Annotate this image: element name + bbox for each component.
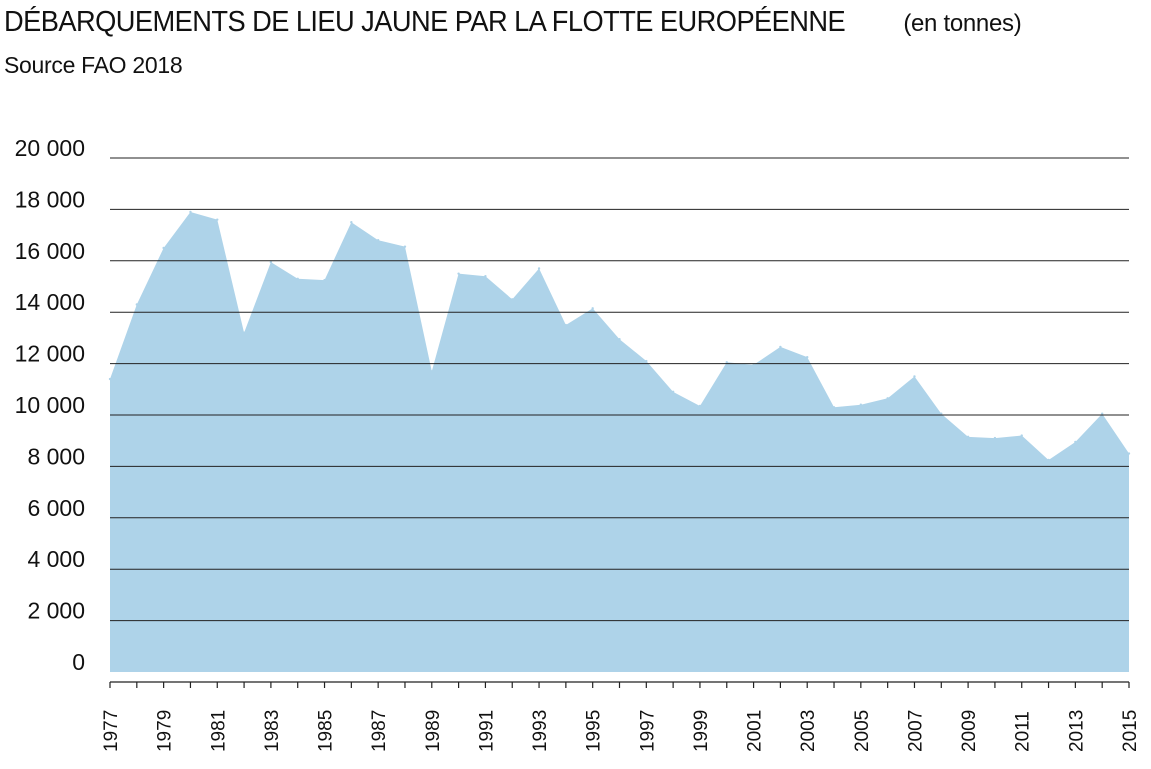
x-tick-label-1991: 1991 xyxy=(476,710,497,752)
x-tick-label-1999: 1999 xyxy=(691,710,712,752)
data-point-1983 xyxy=(269,260,273,264)
data-point-1987 xyxy=(376,239,380,242)
data-point-2007 xyxy=(913,375,916,378)
data-point-1997 xyxy=(645,359,648,363)
data-point-2011 xyxy=(1020,434,1023,437)
x-tick-label-1997: 1997 xyxy=(637,710,658,752)
y-tick-label-12000: 12 000 xyxy=(15,341,85,367)
data-point-1980 xyxy=(189,210,192,214)
data-point-1986 xyxy=(350,221,353,224)
chart-source: Source FAO 2018 xyxy=(4,52,183,78)
data-point-2000 xyxy=(725,361,728,364)
x-axis: 1977 1979 1981 1983 1985 1987 1989 1991 1993 1995… xyxy=(101,681,1141,752)
area-layer xyxy=(108,210,1131,672)
y-tick-label-0: 0 xyxy=(72,649,85,675)
x-tick-label-2003: 2003 xyxy=(798,710,819,752)
x-tick-label-2011: 2011 xyxy=(1013,711,1034,752)
x-tick-label-2007: 2007 xyxy=(905,710,926,752)
data-point-2001 xyxy=(752,363,755,367)
data-point-2014 xyxy=(1100,412,1104,415)
x-tick-label-2013: 2013 xyxy=(1066,710,1087,752)
x-tick-label-1987: 1987 xyxy=(369,710,390,752)
data-point-1990 xyxy=(457,272,460,275)
data-point-2002 xyxy=(779,345,782,349)
chart-title-unit: (en tonnes) xyxy=(903,10,1022,37)
x-tick-label-1983: 1983 xyxy=(262,710,283,752)
chart-title: DÉBARQUEMENTS DE LIEU JAUNE PAR LA FLOTT… xyxy=(4,6,1022,39)
chart-title-main: DÉBARQUEMENTS DE LIEU JAUNE PAR LA FLOTT… xyxy=(4,6,846,38)
data-point-2015 xyxy=(1127,452,1131,455)
data-point-2003 xyxy=(806,355,809,359)
x-tick-label-1979: 1979 xyxy=(155,710,176,752)
data-point-2010 xyxy=(993,436,997,440)
x-tick-label-1981: 1981 xyxy=(208,710,229,752)
x-tick-label-1993: 1993 xyxy=(530,710,551,752)
x-tick-label-1995: 1995 xyxy=(584,710,605,752)
data-point-1982 xyxy=(242,331,246,334)
data-point-1998 xyxy=(671,390,675,394)
x-tick-label-2005: 2005 xyxy=(852,710,873,752)
data-point-2013 xyxy=(1074,440,1077,444)
x-tick-label-2001: 2001 xyxy=(745,710,766,752)
y-tick-label-4000: 4 000 xyxy=(27,546,85,572)
y-tick-label-20000: 20 000 xyxy=(15,135,85,161)
y-tick-label-8000: 8 000 xyxy=(27,443,85,469)
x-tick-label-1985: 1985 xyxy=(316,710,337,752)
data-point-1978 xyxy=(135,303,139,306)
y-tick-label-18000: 18 000 xyxy=(15,186,85,212)
y-tick-label-16000: 16 000 xyxy=(15,238,85,264)
data-point-2009 xyxy=(966,435,970,439)
data-point-2012 xyxy=(1047,458,1050,462)
x-tick-label-2009: 2009 xyxy=(959,710,980,752)
x-tick-label-2015: 2015 xyxy=(1120,710,1141,752)
data-point-2008 xyxy=(940,412,943,415)
data-point-1977 xyxy=(108,377,112,381)
data-point-1996 xyxy=(618,337,621,341)
data-point-1989 xyxy=(430,370,433,373)
y-tick-label-6000: 6 000 xyxy=(27,495,85,521)
data-point-1994 xyxy=(564,323,568,327)
y-axis-tick-labels: 0 2 000 4 000 6 000 8 000 10 000 12 000 14 000 1… xyxy=(15,135,85,675)
data-point-2004 xyxy=(832,406,836,409)
data-point-1992 xyxy=(511,298,514,301)
series-area xyxy=(110,211,1129,672)
x-tick-label-1989: 1989 xyxy=(423,710,444,752)
gridlines xyxy=(110,157,1129,622)
y-tick-label-10000: 10 000 xyxy=(15,392,85,418)
data-point-1999 xyxy=(698,404,702,408)
data-point-1995 xyxy=(591,307,594,310)
data-point-1985 xyxy=(323,278,326,282)
data-point-1988 xyxy=(403,245,407,248)
x-tick-label-1977: 1977 xyxy=(101,710,122,752)
data-point-1993 xyxy=(537,267,541,270)
data-point-2006 xyxy=(886,397,889,400)
data-point-1979 xyxy=(162,246,165,250)
data-point-2005 xyxy=(859,403,863,406)
y-tick-label-2000: 2 000 xyxy=(27,598,85,624)
data-point-1984 xyxy=(296,277,299,280)
data-point-1991 xyxy=(484,275,487,278)
data-point-1981 xyxy=(216,218,219,221)
y-tick-label-14000: 14 000 xyxy=(15,289,85,315)
